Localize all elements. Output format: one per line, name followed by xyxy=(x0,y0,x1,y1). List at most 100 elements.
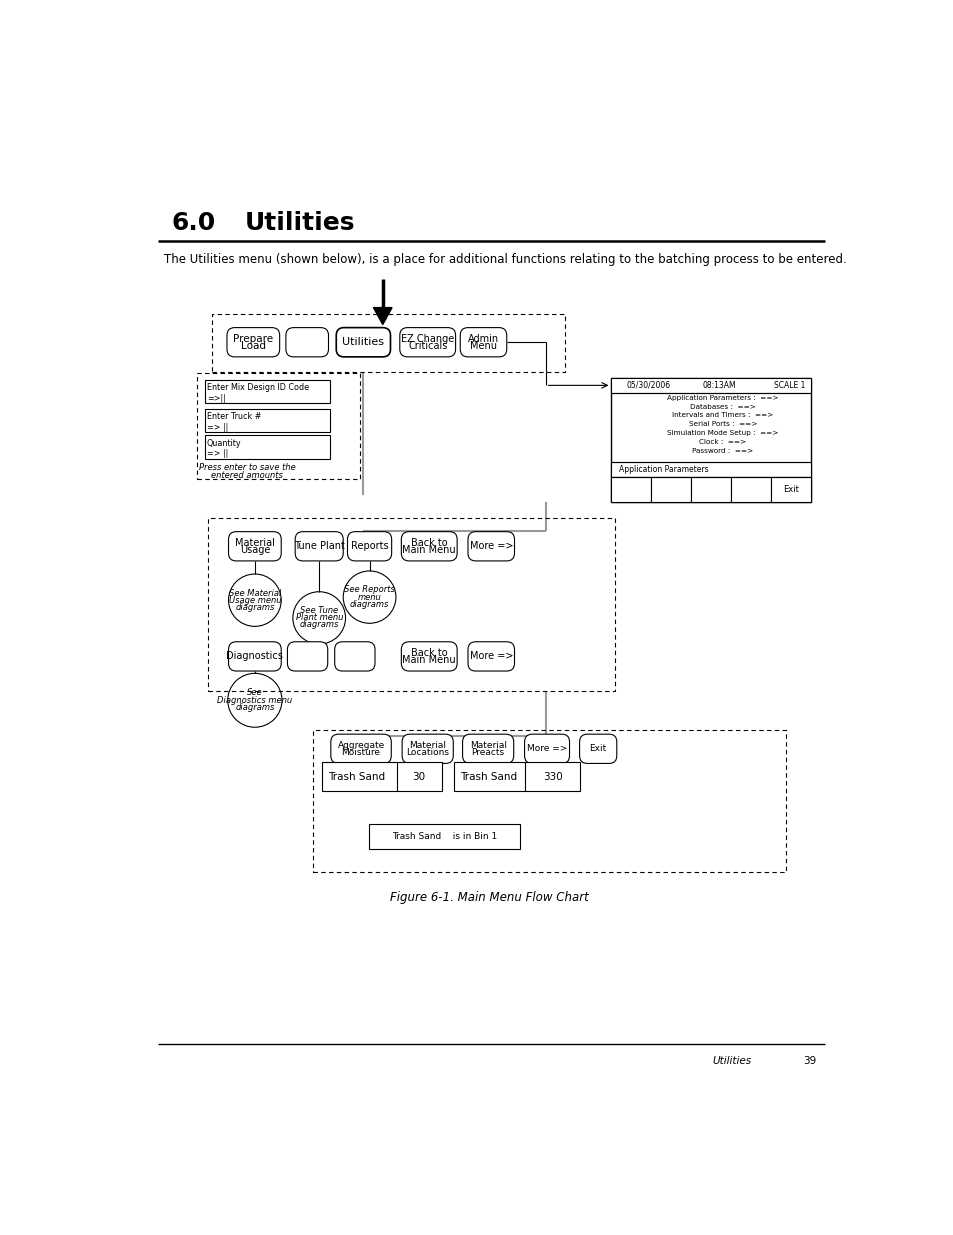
Text: Trash Sand    is in Bin 1: Trash Sand is in Bin 1 xyxy=(392,832,497,841)
Text: 30: 30 xyxy=(412,772,425,782)
Text: 08:13AM: 08:13AM xyxy=(701,380,735,390)
Text: Usage: Usage xyxy=(239,545,270,555)
Text: Preacts: Preacts xyxy=(471,747,504,757)
Text: EZ Change: EZ Change xyxy=(400,333,454,345)
Text: 39: 39 xyxy=(802,1056,816,1066)
FancyBboxPatch shape xyxy=(399,327,456,357)
Text: Diagnostics: Diagnostics xyxy=(226,651,283,662)
Text: Quantity: Quantity xyxy=(207,438,241,447)
FancyBboxPatch shape xyxy=(402,734,453,763)
FancyBboxPatch shape xyxy=(229,531,281,561)
Text: Tune Plant: Tune Plant xyxy=(294,541,344,551)
FancyBboxPatch shape xyxy=(335,642,375,671)
Bar xyxy=(454,762,579,792)
Text: Moisture: Moisture xyxy=(341,747,380,757)
FancyBboxPatch shape xyxy=(462,734,513,763)
Text: Load: Load xyxy=(240,341,266,351)
Text: entered amounts: entered amounts xyxy=(211,471,283,480)
FancyBboxPatch shape xyxy=(335,327,390,357)
Text: Press enter to save the: Press enter to save the xyxy=(198,463,295,472)
Text: More =>: More => xyxy=(469,651,513,662)
Text: Material: Material xyxy=(234,538,274,548)
Text: diagrams: diagrams xyxy=(299,620,338,630)
FancyBboxPatch shape xyxy=(468,642,514,671)
Text: Utilities: Utilities xyxy=(245,211,355,235)
Bar xyxy=(204,380,330,403)
Polygon shape xyxy=(373,308,392,325)
Text: Exit: Exit xyxy=(782,485,799,494)
Bar xyxy=(212,314,564,372)
Text: Plant menu: Plant menu xyxy=(295,614,342,622)
Bar xyxy=(611,462,810,477)
FancyBboxPatch shape xyxy=(229,642,281,671)
Text: Usage menu: Usage menu xyxy=(229,595,281,605)
Bar xyxy=(771,477,810,503)
Bar xyxy=(731,477,771,503)
Bar xyxy=(611,378,810,393)
FancyBboxPatch shape xyxy=(401,642,456,671)
FancyBboxPatch shape xyxy=(331,734,391,763)
Text: Locations: Locations xyxy=(406,747,449,757)
Text: 05/30/2006: 05/30/2006 xyxy=(626,380,670,390)
Text: Application Parameters :  ==>: Application Parameters : ==> xyxy=(666,395,778,400)
FancyBboxPatch shape xyxy=(459,327,506,357)
Text: Main Menu: Main Menu xyxy=(402,545,456,555)
Text: Databases :  ==>: Databases : ==> xyxy=(689,404,755,410)
FancyBboxPatch shape xyxy=(524,734,569,763)
Text: Aggregate: Aggregate xyxy=(337,741,384,750)
Text: Trash Sand: Trash Sand xyxy=(459,772,517,782)
Text: 6.0: 6.0 xyxy=(172,211,216,235)
Bar xyxy=(204,436,330,458)
Text: Prepare: Prepare xyxy=(233,333,274,345)
FancyBboxPatch shape xyxy=(287,642,328,671)
Text: Main Menu: Main Menu xyxy=(402,655,456,664)
Bar xyxy=(611,378,810,503)
Text: More =>: More => xyxy=(526,745,567,753)
Text: diagrams: diagrams xyxy=(235,603,274,611)
Text: 330: 330 xyxy=(542,772,562,782)
Text: Simulation Mode Setup :  ==>: Simulation Mode Setup : ==> xyxy=(666,430,778,436)
FancyBboxPatch shape xyxy=(347,531,392,561)
Bar xyxy=(208,517,615,692)
Bar xyxy=(691,477,731,503)
Text: Material: Material xyxy=(469,741,506,750)
FancyBboxPatch shape xyxy=(468,531,514,561)
FancyBboxPatch shape xyxy=(294,531,343,561)
FancyBboxPatch shape xyxy=(579,734,617,763)
Text: Criticals: Criticals xyxy=(408,341,447,351)
Text: Clock :  ==>: Clock : ==> xyxy=(699,438,746,445)
Text: More =>: More => xyxy=(469,541,513,551)
Bar xyxy=(611,477,651,503)
Text: Exit: Exit xyxy=(589,745,606,753)
Text: menu: menu xyxy=(357,593,381,601)
Text: Figure 6-1. Main Menu Flow Chart: Figure 6-1. Main Menu Flow Chart xyxy=(389,890,588,904)
Text: Utilities: Utilities xyxy=(342,337,384,347)
Text: Material: Material xyxy=(409,741,446,750)
Bar xyxy=(611,477,810,503)
Text: Application Parameters: Application Parameters xyxy=(618,466,708,474)
Text: Reports: Reports xyxy=(351,541,388,551)
Bar xyxy=(369,824,519,848)
Text: Intervals and Timers :  ==>: Intervals and Timers : ==> xyxy=(672,412,773,419)
Text: =>||: =>|| xyxy=(207,394,225,403)
Text: => ||: => || xyxy=(207,450,228,458)
Text: See Material: See Material xyxy=(229,589,281,598)
Text: See: See xyxy=(247,688,262,697)
Bar xyxy=(322,762,442,792)
Text: Back to: Back to xyxy=(411,538,447,548)
Text: Back to: Back to xyxy=(411,648,447,658)
Text: Trash Sand: Trash Sand xyxy=(328,772,385,782)
FancyBboxPatch shape xyxy=(227,327,279,357)
Text: diagrams: diagrams xyxy=(350,599,389,609)
Text: See Tune: See Tune xyxy=(300,605,338,615)
Text: The Utilities menu (shown below), is a place for additional functions relating t: The Utilities menu (shown below), is a p… xyxy=(164,253,846,267)
Text: See Reports: See Reports xyxy=(344,585,395,594)
Bar xyxy=(313,730,785,872)
Text: SCALE 1: SCALE 1 xyxy=(773,380,804,390)
Bar xyxy=(196,373,359,479)
FancyBboxPatch shape xyxy=(286,327,328,357)
Text: diagrams: diagrams xyxy=(235,704,274,713)
Bar xyxy=(204,409,330,432)
Text: Admin: Admin xyxy=(468,333,498,345)
FancyBboxPatch shape xyxy=(401,531,456,561)
